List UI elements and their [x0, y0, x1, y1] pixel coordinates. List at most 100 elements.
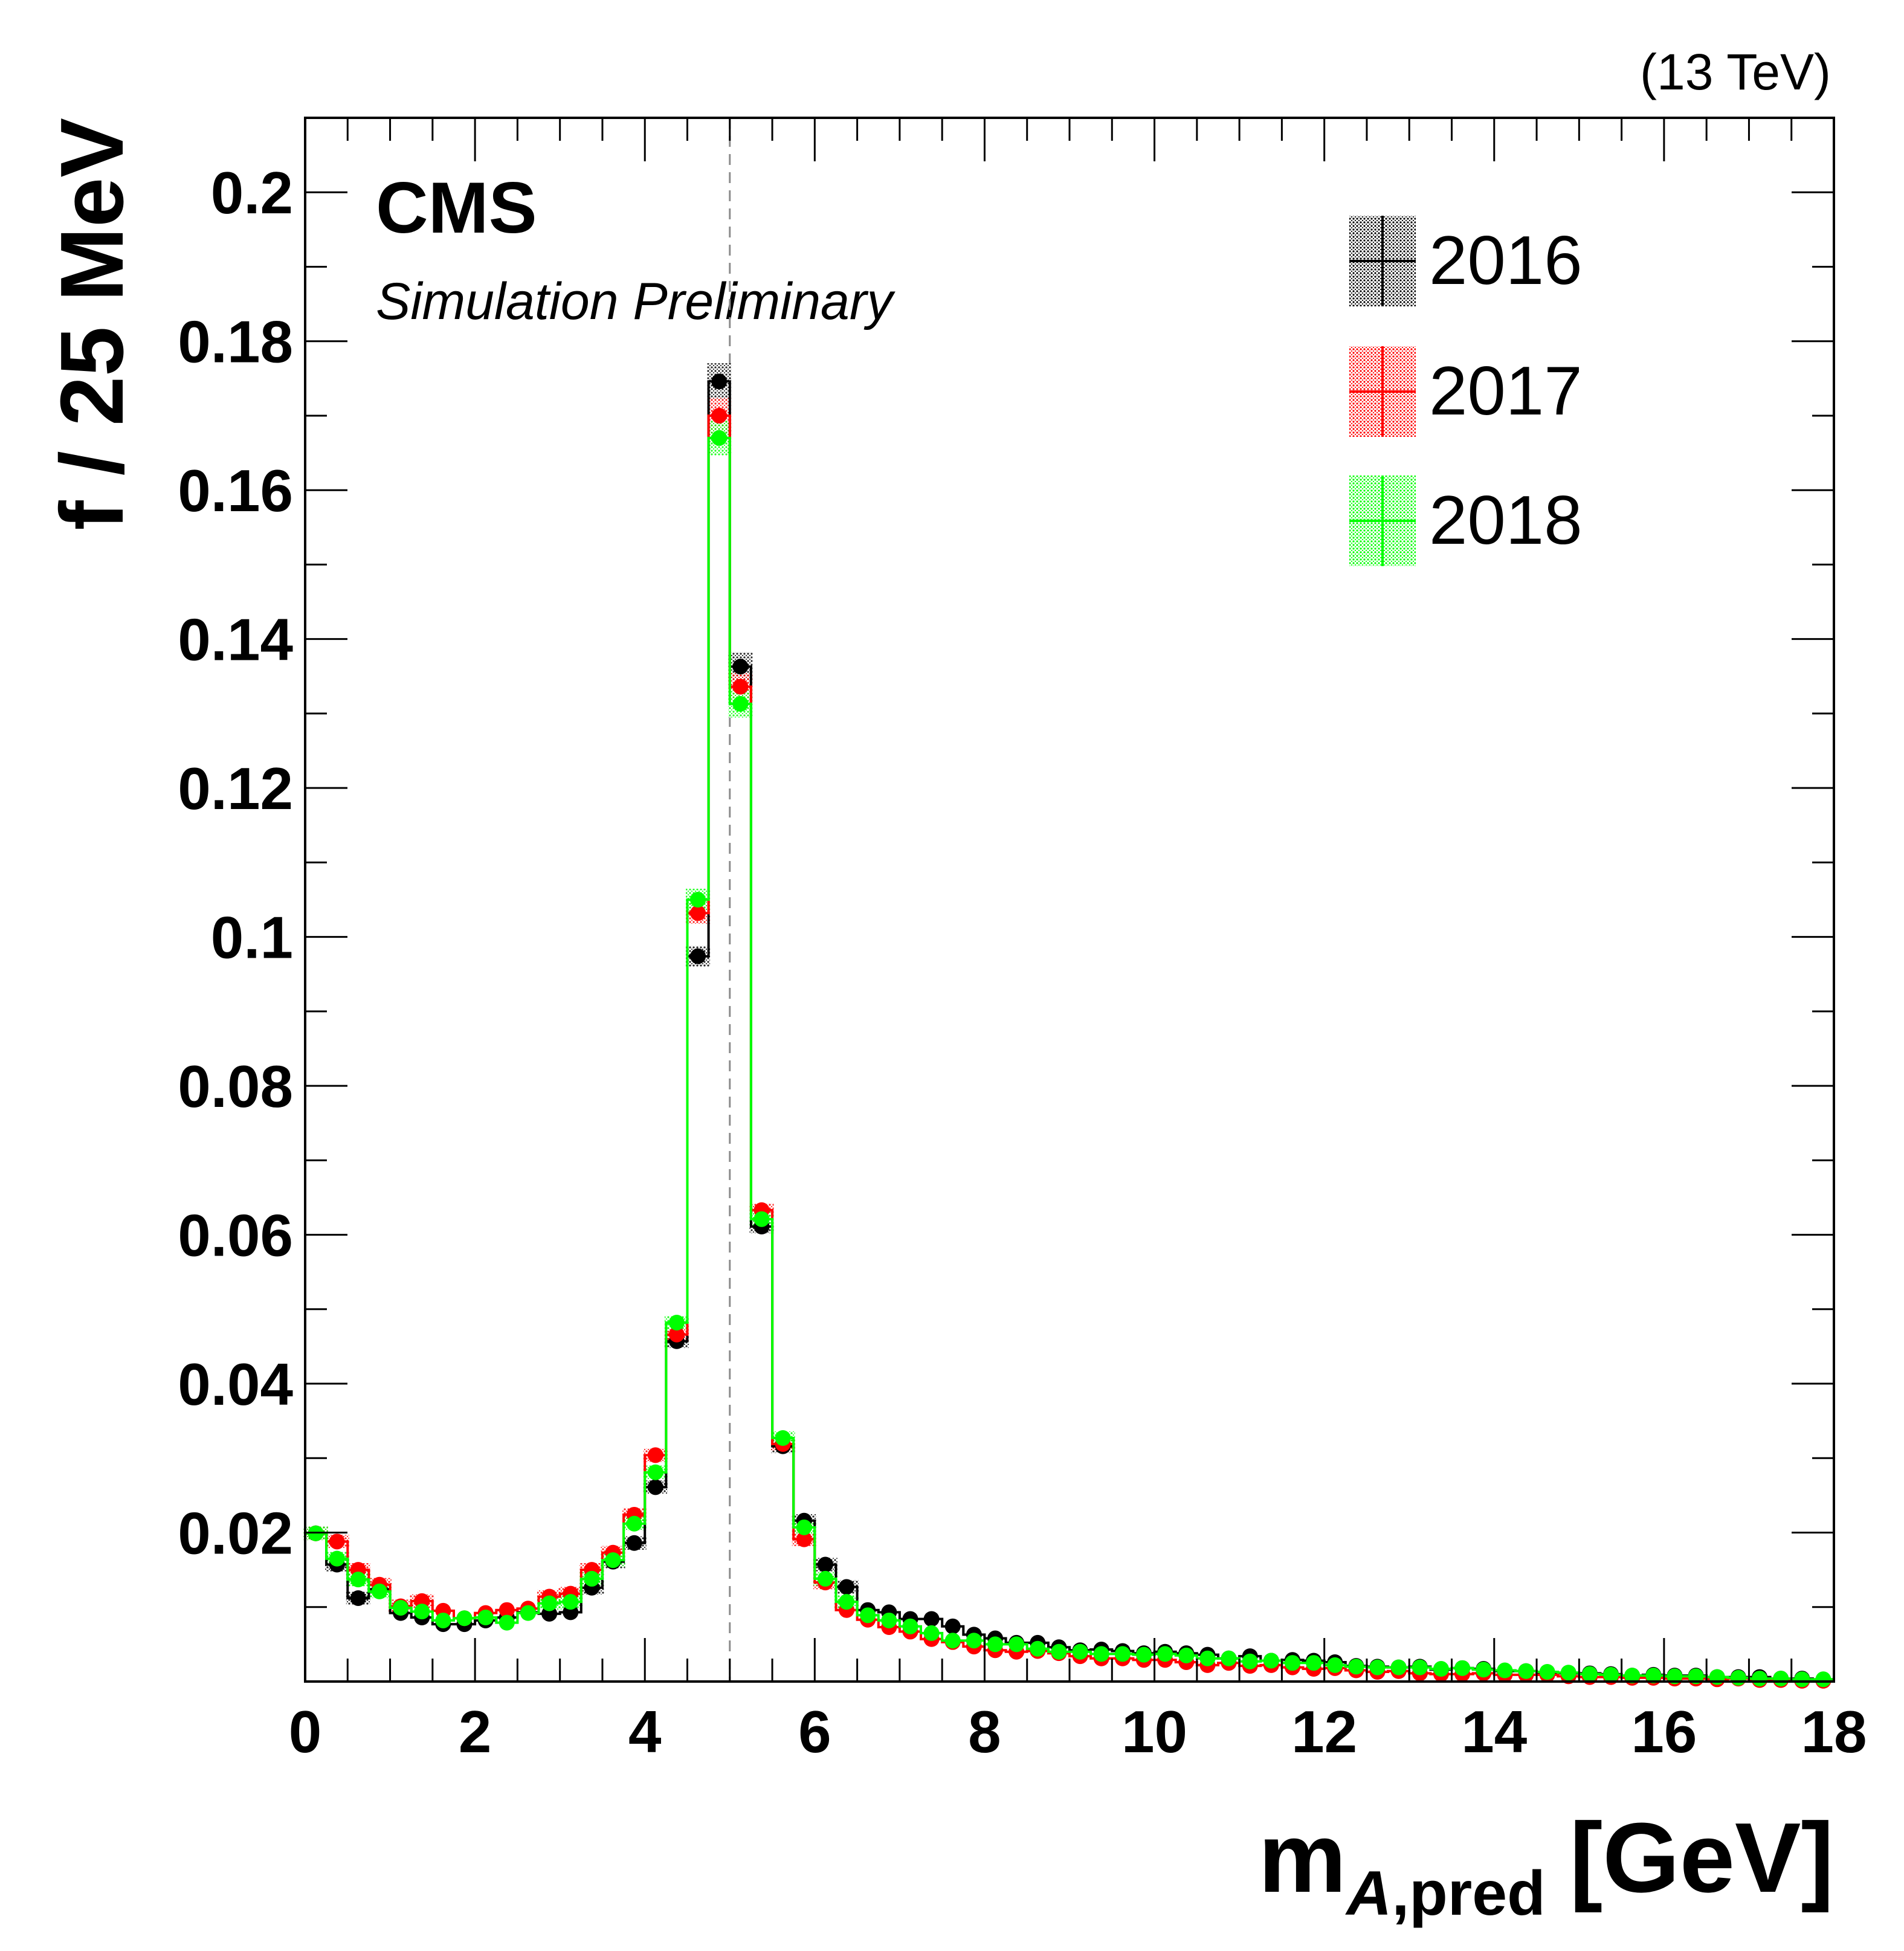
point-2018: [1603, 1666, 1619, 1683]
point-2018: [881, 1612, 897, 1628]
x-axis-title: mA,pred [GeV]: [1258, 1802, 1834, 1929]
point-2018: [605, 1552, 621, 1569]
plot-frame: [304, 117, 1835, 1683]
point-2018: [711, 430, 728, 446]
point-2018: [584, 1570, 600, 1587]
point-2018: [435, 1612, 451, 1628]
point-2018: [1072, 1643, 1088, 1660]
point-2018: [1752, 1671, 1768, 1687]
point-2018: [563, 1594, 579, 1610]
data-points: [308, 373, 1831, 1689]
point-2017: [668, 1326, 685, 1343]
point-2018: [966, 1633, 982, 1649]
point-2018: [1263, 1653, 1279, 1669]
point-2018: [754, 1211, 770, 1227]
y-tick-label: 0.02: [178, 1500, 293, 1567]
point-2018: [1815, 1671, 1831, 1688]
point-2018: [1624, 1668, 1641, 1684]
y-tick-labels: 0.02 0.04 0.06 0.08 0.1 0.12 0.14 0.16 0.18 0.2: [178, 160, 293, 1566]
point-2016: [647, 1479, 663, 1495]
point-2016: [944, 1618, 961, 1634]
x-tick-label: 6: [798, 1698, 831, 1765]
point-2017: [499, 1602, 515, 1618]
x-axis-title-sub-rest: ,pred: [1392, 1859, 1545, 1929]
x-axis-title-unit: [GeV]: [1570, 1802, 1834, 1913]
point-2018: [1794, 1671, 1810, 1688]
point-2018: [1008, 1636, 1025, 1653]
energy-label: (13 TeV): [1640, 44, 1831, 100]
uncertainty-bands: [303, 363, 859, 1613]
point-2018: [1348, 1659, 1364, 1675]
point-2018: [1581, 1666, 1598, 1682]
x-tick-label: 12: [1291, 1698, 1357, 1765]
point-2018: [944, 1633, 961, 1649]
point-2018: [1645, 1668, 1662, 1684]
point-2018: [1730, 1669, 1746, 1686]
point-2017: [690, 905, 706, 921]
y-tick-label: 0.14: [178, 607, 293, 673]
point-2018: [1773, 1671, 1789, 1687]
y-tick-label: 0.06: [178, 1202, 293, 1269]
x-tick-label: 16: [1631, 1698, 1697, 1765]
point-2018: [987, 1636, 1004, 1653]
x-tick-labels: 0 2 4 6 8 10 12 14 16 18: [289, 1698, 1867, 1765]
point-2018: [1518, 1663, 1534, 1679]
experiment-label: CMS: [376, 167, 537, 248]
legend-label: 2016: [1429, 222, 1583, 299]
point-2018: [393, 1599, 409, 1616]
point-2018: [839, 1594, 855, 1610]
point-2018: [1093, 1646, 1109, 1662]
point-2016: [626, 1535, 642, 1551]
point-2018: [923, 1625, 940, 1641]
point-2018: [1433, 1661, 1449, 1677]
hist-line-2016: [305, 380, 1834, 1682]
point-2016: [923, 1611, 940, 1627]
x-tick-label: 0: [289, 1698, 322, 1765]
y-tick-label: 0.16: [178, 457, 293, 524]
point-2018: [1051, 1643, 1067, 1660]
y-tick-label: 0.1: [211, 905, 293, 971]
point-2018: [477, 1610, 494, 1626]
y-tick-label: 0.2: [211, 160, 293, 226]
point-2018: [1178, 1647, 1195, 1663]
x-tick-label: 18: [1801, 1698, 1867, 1765]
point-2016: [817, 1556, 833, 1573]
point-2018: [1539, 1663, 1555, 1680]
legend-label: 2018: [1429, 482, 1583, 559]
point-2018: [520, 1605, 536, 1621]
point-2018: [1390, 1659, 1407, 1675]
axis-ticks: [304, 117, 1835, 1682]
hist-line-2018: [305, 436, 1834, 1681]
histogram-steps: [305, 380, 1834, 1682]
point-2017: [647, 1447, 663, 1463]
y-tick-label: 0.04: [178, 1351, 293, 1417]
point-2016: [690, 948, 706, 964]
point-2018: [1199, 1650, 1216, 1666]
point-2018: [817, 1570, 833, 1587]
point-2018: [860, 1607, 876, 1624]
x-axis-title-main: m: [1258, 1802, 1346, 1913]
point-2018: [1327, 1657, 1343, 1673]
point-2018: [1688, 1668, 1704, 1685]
point-2018: [647, 1464, 663, 1480]
point-2018: [1476, 1662, 1492, 1678]
legend: 2016 2017 2018: [1349, 216, 1583, 566]
point-2018: [456, 1610, 473, 1627]
status-label: Simulation Preliminary: [376, 272, 896, 331]
point-2018: [499, 1614, 515, 1631]
point-2016: [839, 1579, 855, 1595]
point-2016: [732, 659, 749, 675]
point-2018: [1114, 1646, 1131, 1662]
x-tick-label: 8: [968, 1698, 1001, 1765]
point-2018: [1030, 1640, 1046, 1657]
x-axis-title-sub-italic: A: [1344, 1859, 1392, 1929]
y-tick-label: 0.12: [178, 755, 293, 822]
point-2018: [1454, 1660, 1471, 1676]
point-2016: [711, 373, 728, 390]
point-2017: [796, 1531, 812, 1547]
y-tick-label: 0.08: [178, 1053, 293, 1120]
point-2018: [541, 1595, 558, 1611]
point-2018: [626, 1515, 642, 1532]
point-2018: [1135, 1646, 1152, 1663]
point-2018: [1667, 1668, 1683, 1685]
